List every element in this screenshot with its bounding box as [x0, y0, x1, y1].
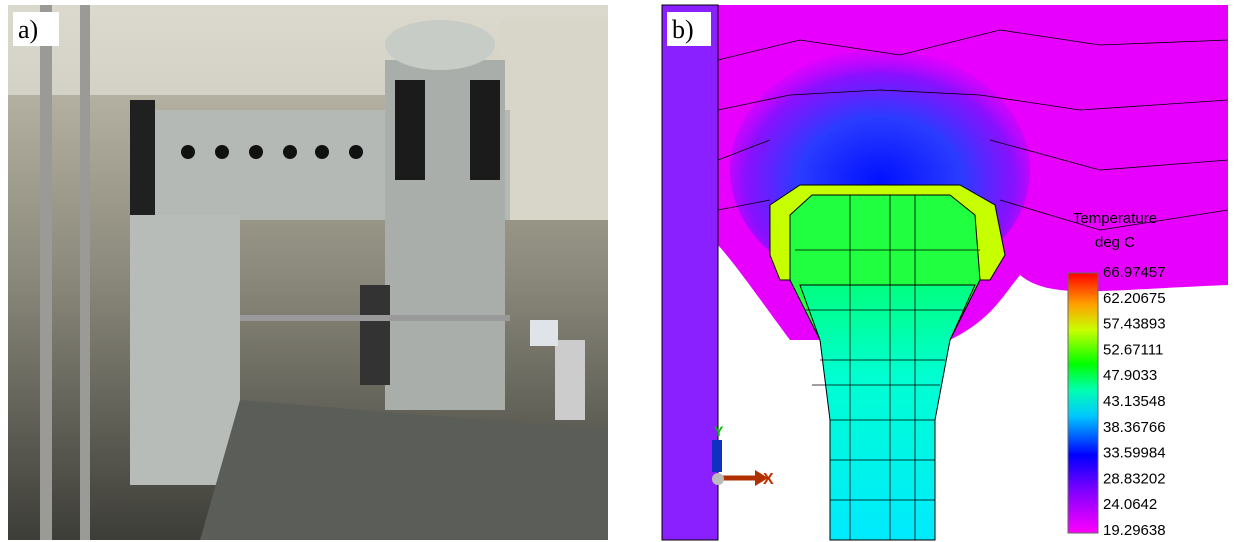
ram-top [385, 20, 495, 70]
legend-label: 24.0642 [1103, 496, 1157, 513]
cable-chain [470, 80, 500, 180]
origin [712, 473, 724, 485]
panel-label: b) [672, 15, 694, 44]
fem-panel: b) Temperature deg C 66.97457 62.20675 57.… [662, 5, 1228, 540]
legend-label: 52.67111 [1103, 341, 1163, 358]
color-scale [1068, 273, 1098, 533]
x-axis-label: X [763, 471, 774, 488]
legend-label: 57.43893 [1103, 316, 1166, 333]
legend-label: 47.9033 [1103, 367, 1157, 384]
control-panel [530, 320, 558, 346]
beam-end [130, 100, 155, 220]
legend-label: 62.20675 [1103, 290, 1166, 307]
photo-panel: a) [8, 5, 608, 540]
y-axis-label: Y [714, 423, 724, 439]
cable-chain [395, 80, 425, 180]
legend-label: 33.59984 [1103, 445, 1166, 462]
legend-label: 43.13548 [1103, 393, 1166, 410]
windows [500, 20, 608, 220]
legend-title: deg C [1095, 234, 1135, 251]
scaffold [40, 5, 52, 540]
worker [360, 285, 390, 385]
legend-label: 19.29638 [1103, 522, 1166, 539]
scaffold [80, 5, 90, 540]
legend-label: 66.97457 [1103, 264, 1166, 281]
z-axis-label: Z [713, 441, 720, 455]
legend-label: 28.83202 [1103, 470, 1166, 487]
figure: a) b) Temperature deg C 66.97457 62.20675… [0, 0, 1234, 542]
wall [662, 5, 718, 540]
legend-label: 38.36766 [1103, 419, 1166, 436]
left-column [130, 215, 240, 485]
worker [555, 340, 585, 420]
panel-label: a) [18, 15, 38, 44]
legend-labels: 66.97457 62.20675 57.43893 52.67111 47.9033 4… [1103, 264, 1166, 539]
legend-title: Temperature [1073, 210, 1157, 227]
